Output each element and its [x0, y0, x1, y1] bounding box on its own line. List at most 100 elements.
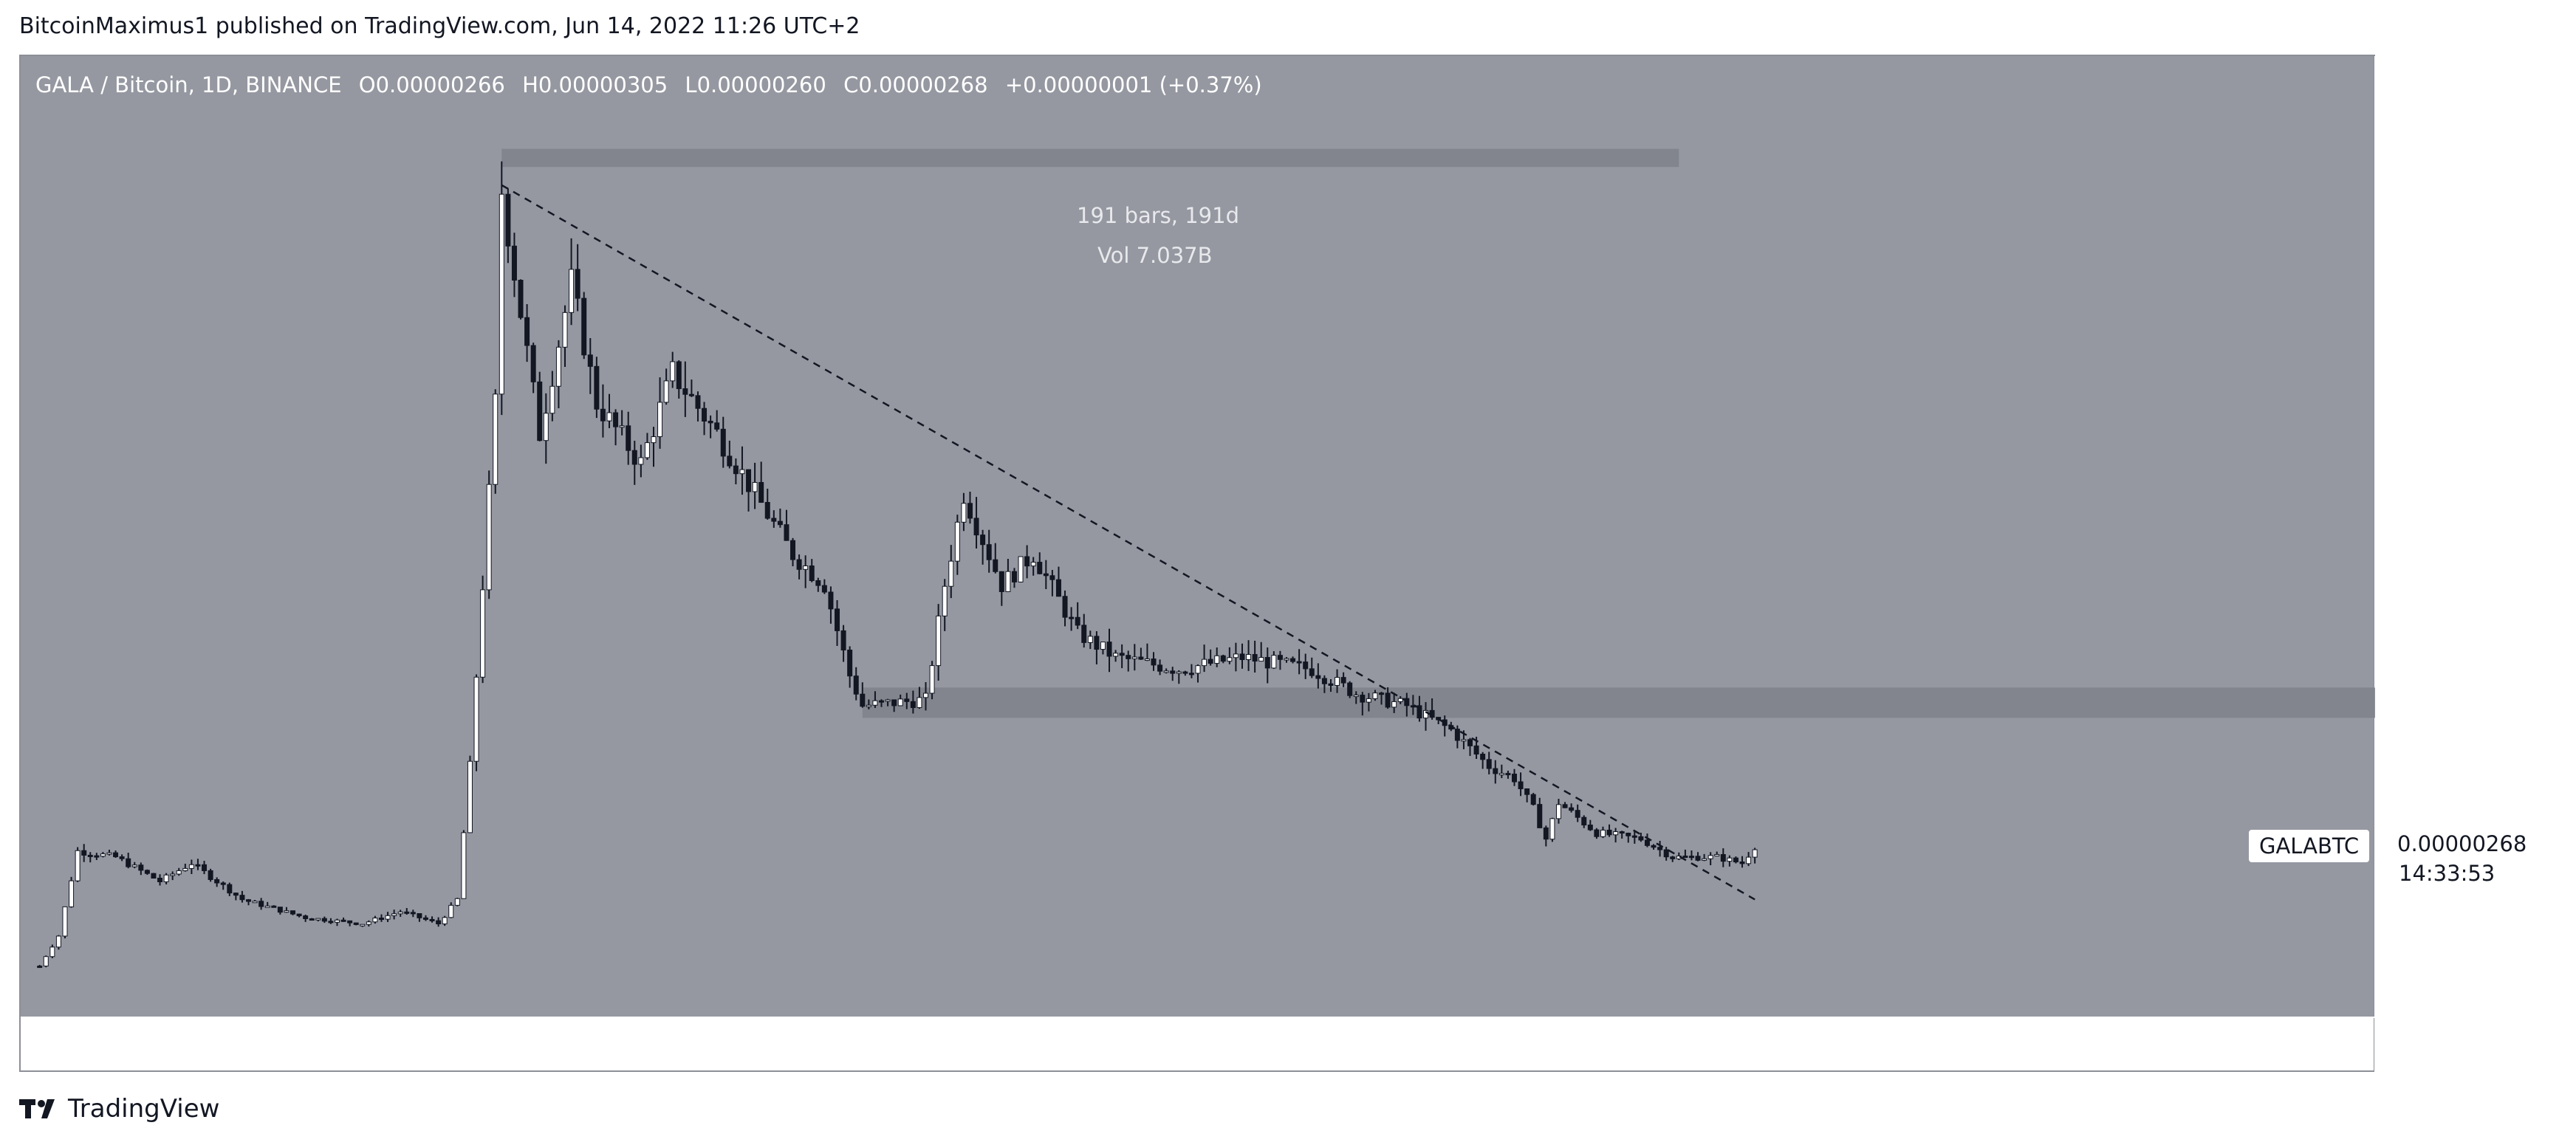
candle-down: [1511, 774, 1517, 783]
footer-logo[interactable]: TradingView: [19, 1094, 219, 1124]
time-tick-label: Jul: [1849, 1032, 1876, 1058]
candle-down: [1347, 682, 1353, 696]
candles-group: [37, 161, 1758, 969]
candle-up: [454, 898, 460, 906]
candle-up: [1030, 562, 1036, 567]
candle-down: [784, 524, 789, 541]
candle-down: [758, 481, 764, 503]
candle-up: [1727, 857, 1733, 862]
candle-up: [651, 436, 657, 444]
candle-up: [555, 346, 561, 387]
candle-down: [853, 675, 859, 695]
candle-down: [1151, 659, 1157, 666]
candle-down: [847, 650, 853, 677]
candle-down: [891, 699, 897, 706]
candle-down: [303, 915, 309, 919]
candle-up: [55, 935, 61, 948]
candle-up: [739, 469, 745, 475]
candle-down: [676, 361, 682, 390]
resistance-zone[interactable]: [501, 148, 1679, 168]
candle-down: [777, 520, 783, 526]
candle-down: [1417, 705, 1422, 719]
candle-down: [1518, 781, 1524, 789]
support-zone[interactable]: [862, 687, 2375, 718]
time-tick-label: Jun: [1655, 1032, 1690, 1058]
candle-up: [942, 585, 948, 616]
candle-down: [1537, 804, 1543, 828]
candle-up: [657, 402, 663, 437]
candle-down: [1062, 596, 1068, 618]
candle-down: [688, 393, 694, 396]
candle-down: [626, 425, 631, 451]
candle-down: [980, 534, 986, 546]
candle-up: [493, 393, 499, 485]
candle-up: [1372, 692, 1378, 699]
tradingview-logo-icon: [19, 1099, 55, 1118]
candle-up: [929, 665, 935, 694]
candle-down: [1296, 661, 1302, 664]
candle-up: [49, 946, 55, 957]
candle-up: [543, 413, 549, 441]
candle-down: [1385, 692, 1391, 708]
candle-down: [1644, 839, 1650, 846]
legend-symbol[interactable]: GALA / Bitcoin, 1D, BINANCE: [35, 72, 342, 97]
ohlc-legend: GALA / Bitcoin, 1D, BINANCE O0.00000266 …: [35, 72, 1262, 97]
time-tick-label: Oct: [115, 1032, 154, 1058]
candle-up: [1613, 831, 1619, 836]
candle-down: [1170, 670, 1176, 674]
candle-up: [480, 589, 486, 678]
candle-down: [1239, 653, 1245, 661]
candle-down: [537, 381, 543, 441]
candle-up: [1214, 655, 1220, 664]
time-tick-label: Aug: [2037, 1032, 2080, 1058]
candle-down: [208, 870, 213, 880]
candle-down: [702, 408, 708, 422]
candle-up: [961, 503, 967, 523]
candle-up: [391, 913, 397, 916]
candle-down: [967, 503, 973, 519]
candle-up: [1353, 695, 1359, 698]
candle-up: [176, 870, 182, 875]
candle-up: [1195, 665, 1201, 674]
candle-up: [1391, 701, 1397, 708]
candle-down: [771, 518, 777, 522]
candle-down: [594, 365, 600, 410]
candle-down: [214, 878, 220, 884]
candle-up: [569, 269, 575, 313]
candle-down: [708, 420, 713, 424]
candle-up: [663, 380, 669, 403]
candle-up: [360, 924, 366, 926]
candle-up: [1100, 642, 1106, 650]
price-tick-label: 0.00001400: [2397, 148, 2527, 173]
candle-down: [1126, 655, 1131, 659]
candle-down: [1340, 677, 1346, 684]
candle-down: [1360, 695, 1366, 703]
candle-up: [752, 481, 758, 492]
legend-close-value: 0.00000268: [858, 72, 988, 97]
legend-low-value: 0.00000260: [696, 72, 826, 97]
candle-up: [334, 919, 340, 923]
candle-down: [309, 918, 315, 921]
candle-down: [587, 354, 593, 367]
candle-down: [417, 912, 422, 918]
candle-down: [631, 450, 637, 465]
candle-down: [511, 245, 517, 281]
candle-down: [1733, 857, 1739, 863]
descending-trendline[interactable]: [501, 184, 1755, 901]
publisher-line: BitcoinMaximus1 published on TradingView…: [19, 13, 860, 39]
candle-up: [372, 918, 378, 923]
candle-up: [1202, 659, 1208, 667]
candle-up: [1233, 653, 1239, 659]
candle-down: [1663, 849, 1669, 858]
candle-down: [575, 269, 580, 299]
candle-up: [1018, 556, 1024, 582]
last-price-value: 0.00000268: [2397, 831, 2527, 856]
candle-down: [600, 408, 606, 422]
candle-down: [1011, 571, 1017, 582]
time-tick-label: Nov: [309, 1032, 353, 1058]
candle-down: [1328, 683, 1334, 686]
candle-down: [151, 873, 157, 879]
candle-up: [866, 704, 871, 707]
plot-area[interactable]: [21, 56, 2374, 1017]
candle-up: [1005, 571, 1011, 592]
